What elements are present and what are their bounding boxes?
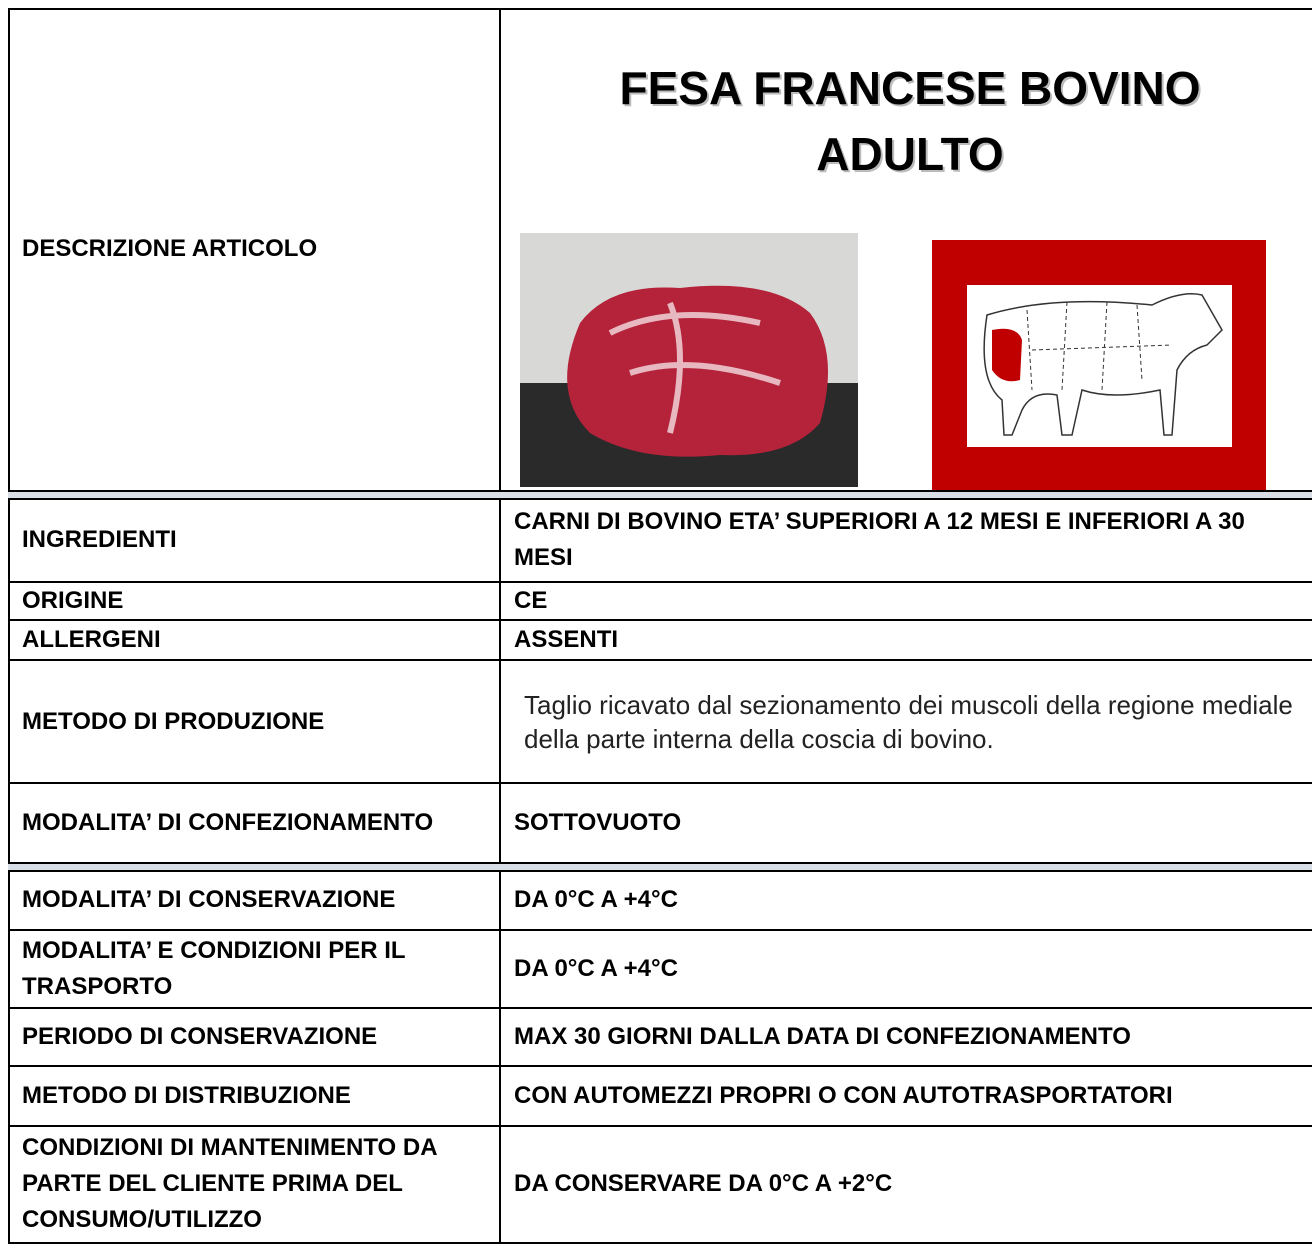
- column-divider: [499, 498, 501, 582]
- row-label: INGREDIENTI: [22, 526, 177, 553]
- row-value: DA 0°C A +4°C: [514, 886, 678, 913]
- column-divider: [499, 620, 501, 660]
- row-label: MODALITA’ E CONDIZIONI PER IL TRASPORTO: [22, 937, 406, 1000]
- row-value: DA CONSERVARE DA 0°C A +2°C: [514, 1170, 893, 1197]
- left-border: [8, 498, 10, 582]
- row-value: SOTTOVUOTO: [514, 808, 682, 836]
- left-border: [8, 660, 10, 783]
- row-label: PERIODO DI CONSERVAZIONE: [22, 1023, 378, 1050]
- left-border: [8, 870, 10, 930]
- left-border: [8, 930, 10, 1008]
- left-border: [8, 783, 10, 862]
- row-value: ASSENTI: [514, 626, 619, 653]
- row-line: [8, 619, 1312, 621]
- column-divider: [499, 783, 501, 862]
- row-value: CE: [514, 587, 548, 614]
- column-divider: [499, 1126, 501, 1242]
- row-value: MAX 30 GIORNI DALLA DATA DI CONFEZIONAME…: [514, 1023, 1131, 1050]
- column-divider: [499, 582, 501, 620]
- left-border: [8, 620, 10, 660]
- row-value: CARNI DI BOVINO ETA’ SUPERIORI A 12 MESI…: [514, 508, 1245, 571]
- column-divider: [499, 870, 501, 930]
- row-label: MODALITA’ DI CONSERVAZIONE: [22, 886, 396, 913]
- row-label: METODO DI PRODUZIONE: [22, 707, 325, 735]
- column-divider: [499, 1008, 501, 1066]
- left-border: [8, 582, 10, 620]
- row-line: [8, 1007, 1312, 1009]
- row-label: ORIGINE: [22, 587, 124, 614]
- bottom-line: [8, 1242, 1312, 1244]
- row-value: DA 0°C A +4°C: [514, 955, 678, 982]
- row-label: CONDIZIONI DI MANTENIMENTO DA PARTE DEL …: [22, 1134, 437, 1233]
- top-line: [8, 8, 1312, 10]
- row-line: [8, 782, 1312, 784]
- section-separator: [8, 490, 1312, 500]
- section-separator: [8, 862, 1312, 872]
- row-label: METODO DI DISTRIBUZIONE: [22, 1082, 351, 1109]
- product-title: FESA FRANCESE BOVINO ADULTO: [619, 62, 1201, 180]
- row-line: [8, 929, 1312, 931]
- row-line: [8, 1065, 1312, 1067]
- row-label: DESCRIZIONE ARTICOLO: [22, 235, 318, 262]
- column-divider: [499, 1066, 501, 1126]
- column-divider: [499, 8, 501, 490]
- left-border: [8, 1066, 10, 1126]
- row-value: Taglio ricavato dal sezionamento dei mus…: [524, 689, 1293, 754]
- row-value: CON AUTOMEZZI PROPRI O CON AUTOTRASPORTA…: [514, 1082, 1173, 1109]
- left-border: [8, 1126, 10, 1242]
- row-line: [8, 1125, 1312, 1127]
- row-label: MODALITA’ DI CONFEZIONAMENTO: [22, 808, 434, 836]
- cut-diagram: [932, 240, 1266, 490]
- column-divider: [499, 930, 501, 1008]
- left-border: [8, 1008, 10, 1066]
- row-label: ALLERGENI: [22, 626, 161, 653]
- row-line: [8, 659, 1312, 661]
- left-border: [8, 8, 10, 490]
- meat-photo: [520, 233, 858, 487]
- column-divider: [499, 660, 501, 783]
- row-line: [8, 581, 1312, 583]
